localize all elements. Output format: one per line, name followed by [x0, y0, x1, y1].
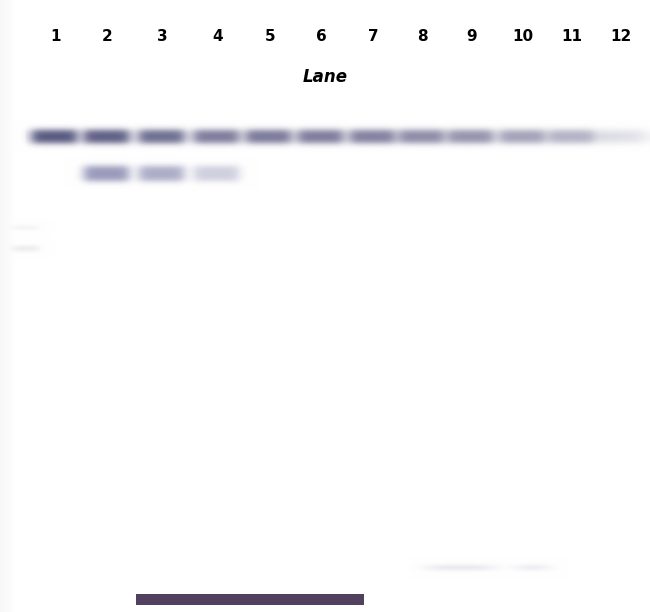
- Text: 11: 11: [562, 29, 582, 44]
- Text: 3: 3: [157, 29, 168, 44]
- Text: Lane: Lane: [302, 67, 348, 86]
- Text: 8: 8: [417, 29, 428, 44]
- Text: 1: 1: [50, 29, 60, 44]
- Text: 5: 5: [265, 29, 275, 44]
- Text: 12: 12: [610, 29, 631, 44]
- Text: 2: 2: [102, 29, 112, 44]
- Text: 7: 7: [369, 29, 379, 44]
- Text: 6: 6: [317, 29, 327, 44]
- Text: 10: 10: [513, 29, 534, 44]
- Text: 4: 4: [213, 29, 223, 44]
- Text: 9: 9: [466, 29, 476, 44]
